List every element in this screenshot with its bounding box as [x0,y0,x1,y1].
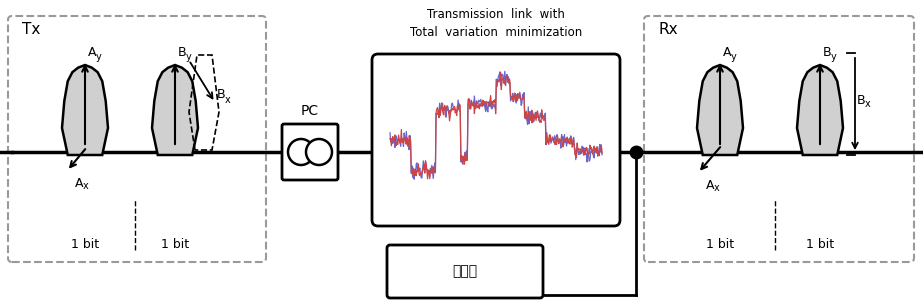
Circle shape [306,139,332,165]
Text: 1 bit: 1 bit [161,238,189,251]
Text: x: x [225,95,231,104]
FancyBboxPatch shape [282,124,338,180]
Text: B: B [217,88,225,101]
Text: x: x [83,181,89,191]
FancyBboxPatch shape [387,245,543,298]
Text: B: B [178,46,186,59]
Text: Rx: Rx [658,22,677,37]
Text: A: A [75,177,83,190]
Text: B: B [823,46,832,59]
Text: 1 bit: 1 bit [706,238,734,251]
Text: PC: PC [301,104,319,118]
Polygon shape [797,65,843,155]
Text: A: A [88,46,97,59]
Text: x: x [865,99,870,109]
Text: B: B [857,94,866,107]
Text: A: A [723,46,732,59]
Circle shape [288,139,314,165]
Text: 1 bit: 1 bit [806,238,834,251]
FancyBboxPatch shape [372,54,620,226]
Polygon shape [697,65,743,155]
Text: x: x [714,183,720,193]
Text: Transmission  link  with
Total  variation  minimization: Transmission link with Total variation m… [410,8,582,39]
Text: y: y [731,52,737,62]
Text: Tx: Tx [22,22,41,37]
Text: 모니터: 모니터 [452,265,477,278]
Polygon shape [152,65,198,155]
Text: 1 bit: 1 bit [71,238,99,251]
Polygon shape [62,65,108,155]
Text: y: y [831,52,837,62]
Text: A: A [706,179,714,192]
Text: y: y [186,52,192,62]
Text: y: y [96,52,102,62]
